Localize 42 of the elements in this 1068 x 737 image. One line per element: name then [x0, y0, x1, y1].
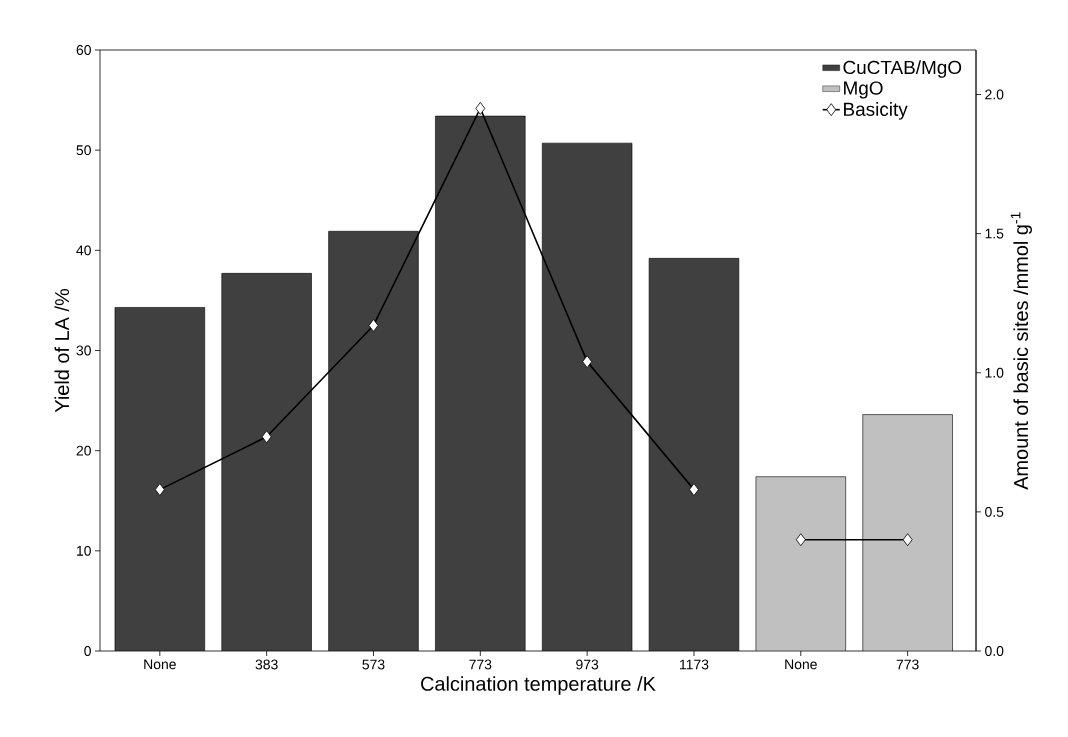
point — [475, 102, 486, 115]
point — [689, 483, 699, 497]
y2-tick-label: 0.0 — [985, 646, 1004, 656]
x-tick-label: None — [785, 659, 817, 670]
x-tick-label: 383 — [255, 659, 278, 670]
x-tick-label: None — [144, 659, 176, 670]
bar — [862, 414, 953, 651]
y-tick-label: 30 — [76, 345, 91, 356]
y-tick-label: 0 — [84, 646, 91, 656]
y-axis-title: Yield of LA /% — [54, 289, 70, 413]
legend-label: CuCTAB/MgO — [843, 60, 962, 78]
bar — [648, 258, 740, 651]
y2-axis-title: Amount of basic sites /mmol g$^{-1}$ — [1010, 212, 1032, 490]
y2-tick-label: 1.0 — [985, 367, 1004, 378]
y-tick-label: 40 — [76, 245, 91, 256]
point — [368, 319, 379, 332]
x-tick-label: 573 — [362, 659, 385, 670]
legend-label: Basicity — [844, 102, 908, 120]
y2-tick-label: 0.5 — [985, 506, 1004, 517]
bar — [755, 476, 846, 651]
y2-tick-label: 1.5 — [985, 228, 1004, 239]
x-axis-title: Calcination temperature /K — [421, 676, 656, 695]
y-tick-label: 20 — [76, 445, 91, 456]
x-tick-label: 973 — [576, 659, 599, 670]
x-tick-label: 1173 — [680, 659, 709, 670]
y-tick-label: 60 — [76, 45, 91, 55]
point — [582, 355, 593, 369]
bar — [435, 116, 526, 651]
point — [154, 483, 165, 497]
bar — [221, 273, 312, 651]
bar — [542, 143, 633, 651]
bar — [114, 307, 205, 651]
y-tick-label: 10 — [77, 545, 91, 556]
x-tick-label: 773 — [896, 659, 919, 670]
point — [795, 533, 806, 547]
x-tick-label: 773 — [469, 659, 492, 670]
point — [902, 533, 913, 547]
legend-label: MgO — [844, 81, 883, 99]
bar — [328, 231, 419, 651]
point — [261, 430, 272, 444]
y2-tick-label: 2.0 — [985, 89, 1004, 100]
y-tick-label: 50 — [76, 145, 91, 156]
